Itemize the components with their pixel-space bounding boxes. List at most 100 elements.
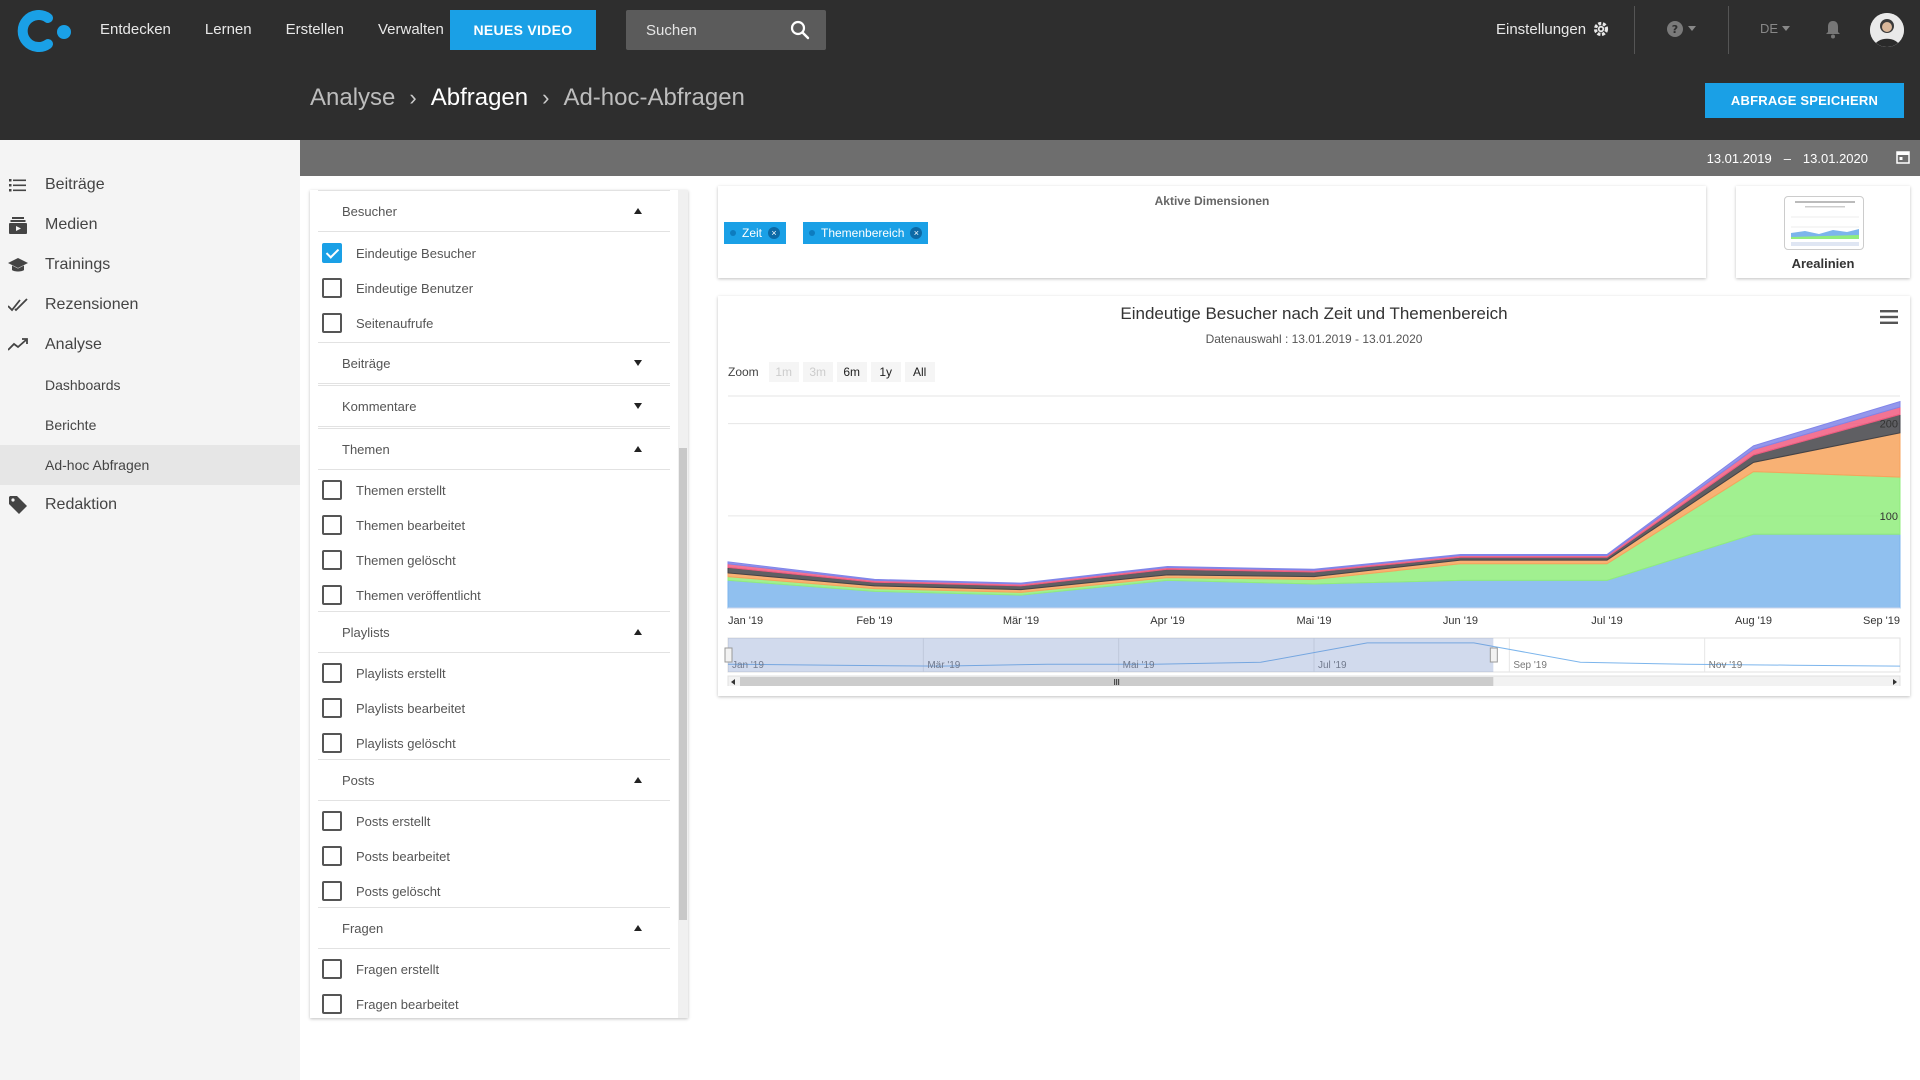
- filter-item-eindeutige-benutzer[interactable]: Eindeutige Benutzer: [322, 273, 473, 303]
- breadcrumb-analyse[interactable]: Analyse: [310, 84, 396, 111]
- nav-entdecken[interactable]: Entdecken: [100, 20, 171, 38]
- caret-down-icon: [634, 360, 642, 366]
- search-input[interactable]: [626, 21, 786, 39]
- filter-item-posts-bearbeitet[interactable]: Posts bearbeitet: [322, 841, 450, 871]
- drag-handle-icon[interactable]: [809, 230, 815, 236]
- filter-item-themen-erstellt[interactable]: Themen erstellt: [322, 475, 446, 505]
- filter-scrollbar[interactable]: [678, 190, 688, 1018]
- filter-group-title: Fragen: [342, 920, 384, 936]
- breadcrumb-adhoc: Ad-hoc-Abfragen: [563, 84, 745, 111]
- navigator-handle: [724, 647, 733, 663]
- checkbox[interactable]: [322, 698, 342, 718]
- dimension-chip-themenbereich[interactable]: Themenbereich ×: [803, 222, 929, 244]
- search-icon[interactable]: [790, 20, 810, 40]
- sidebar-item-analyse[interactable]: Analyse: [0, 325, 300, 365]
- checkbox[interactable]: [322, 959, 342, 979]
- navigator-label: Nov '19: [1709, 660, 1743, 671]
- zoom-1y-button[interactable]: 1y: [870, 362, 901, 382]
- filter-item-fragen-bearbeitet[interactable]: Fragen bearbeitet: [322, 989, 459, 1018]
- scrollbar-thumb[interactable]: [679, 448, 687, 920]
- filter-item-playlists-erstellt[interactable]: Playlists erstellt: [322, 658, 446, 688]
- sidebar-item-redaktion[interactable]: Redaktion: [0, 485, 300, 525]
- dimension-chip-zeit[interactable]: Zeit ×: [724, 222, 787, 244]
- checkbox[interactable]: [322, 733, 342, 753]
- sidebar-item-dashboards[interactable]: Dashboards: [0, 365, 300, 405]
- checkbox[interactable]: [322, 994, 342, 1014]
- filter-group-besucher[interactable]: Besucher: [318, 190, 670, 232]
- top-bar: Entdecken Lernen Erstellen Verwalten NEU…: [0, 0, 1920, 140]
- filter-item-label: Seitenaufrufe: [356, 315, 434, 331]
- filter-item-eindeutige-besucher[interactable]: Eindeutige Besucher: [322, 238, 476, 268]
- filter-group-playlists[interactable]: Playlists: [318, 611, 670, 653]
- date-range[interactable]: 13.01.2019 – 13.01.2020: [1707, 151, 1868, 166]
- nav-lernen[interactable]: Lernen: [204, 20, 252, 38]
- filter-item-themen-geloescht[interactable]: Themen gelöscht: [322, 545, 456, 575]
- active-dimensions-card: Aktive Dimensionen Zeit × Themenbereich …: [718, 186, 1706, 278]
- zoom-controls: Zoom 1m 3m 6m 1y All: [728, 362, 935, 382]
- filter-item-seitenaufrufe[interactable]: Seitenaufrufe: [322, 308, 433, 338]
- chart-type-selector[interactable]: Arealinien: [1736, 186, 1910, 278]
- sidebar-item-berichte[interactable]: Berichte: [0, 405, 300, 445]
- checkbox[interactable]: [322, 515, 342, 535]
- sidebar-item-beitraege[interactable]: Beiträge: [0, 165, 300, 205]
- new-video-button[interactable]: NEUES VIDEO: [450, 10, 596, 50]
- filter-item-posts-erstellt[interactable]: Posts erstellt: [322, 806, 430, 836]
- checkbox[interactable]: [322, 811, 342, 831]
- filter-item-themen-veroeffentlicht[interactable]: Themen veröffentlicht: [322, 580, 481, 610]
- active-dimensions-title: Aktive Dimensionen: [1154, 194, 1270, 208]
- filter-item-playlists-geloescht[interactable]: Playlists gelöscht: [322, 728, 456, 758]
- sidebar-item-label: Rezensionen: [45, 296, 139, 313]
- area-chart[interactable]: Jan '19 Feb '19 Mär '19 Apr '19 Mai '19 Jun '…: [718, 386, 1910, 686]
- filter-group-themen[interactable]: Themen: [318, 428, 670, 470]
- sidebar-item-medien[interactable]: Medien: [0, 205, 300, 245]
- remove-chip-icon[interactable]: ×: [768, 227, 781, 239]
- filter-item-fragen-erstellt[interactable]: Fragen erstellt: [322, 954, 439, 984]
- sidebar-item-label: Redaktion: [45, 496, 118, 513]
- zoom-6m-button[interactable]: 6m: [836, 362, 867, 382]
- filter-item-label: Themen veröffentlicht: [356, 587, 481, 603]
- y-tick-label: 200: [1880, 419, 1898, 431]
- save-query-button[interactable]: ABFRAGE SPEICHERN: [1705, 83, 1904, 118]
- checkbox[interactable]: [322, 881, 342, 901]
- filter-group-beitraege[interactable]: Beiträge: [318, 342, 670, 384]
- calendar-icon[interactable]: [1896, 150, 1910, 164]
- navigator-label: Jan '19: [732, 660, 764, 671]
- checkbox[interactable]: [322, 663, 342, 683]
- breadcrumb-abfragen[interactable]: Abfragen: [430, 84, 529, 111]
- filter-group-fragen[interactable]: Fragen: [318, 907, 670, 949]
- language-selector[interactable]: DE: [1760, 21, 1791, 36]
- settings-link[interactable]: Einstellungen: [1496, 20, 1610, 38]
- zoom-3m-button[interactable]: 3m: [802, 362, 833, 382]
- logo-icon[interactable]: [14, 10, 72, 52]
- sidebar-item-rezensionen[interactable]: Rezensionen: [0, 285, 300, 325]
- sidebar-item-trainings[interactable]: Trainings: [0, 245, 300, 285]
- checkbox[interactable]: [322, 278, 342, 298]
- filter-group-posts[interactable]: Posts: [318, 759, 670, 801]
- zoom-all-button[interactable]: All: [904, 362, 935, 382]
- checkbox[interactable]: [322, 243, 342, 263]
- checkbox[interactable]: [322, 550, 342, 570]
- filter-group-kommentare[interactable]: Kommentare: [318, 385, 670, 427]
- checkbox[interactable]: [322, 585, 342, 605]
- sidebar-item-label: Dashboards: [45, 377, 121, 393]
- checkbox[interactable]: [322, 846, 342, 866]
- x-tick-label: Apr '19: [1150, 615, 1185, 627]
- nav-verwalten[interactable]: Verwalten: [377, 20, 444, 38]
- sidebar-item-label: Ad-hoc Abfragen: [45, 457, 150, 473]
- help-menu[interactable]: ?: [1666, 20, 1696, 38]
- chart-type-thumbnail: [1784, 196, 1864, 250]
- remove-chip-icon[interactable]: ×: [910, 227, 923, 239]
- avatar[interactable]: [1870, 13, 1904, 47]
- zoom-1m-button[interactable]: 1m: [768, 362, 799, 382]
- drag-handle-icon[interactable]: [730, 230, 736, 236]
- sidebar-item-adhoc-abfragen[interactable]: Ad-hoc Abfragen: [0, 445, 300, 485]
- filter-item-themen-bearbeitet[interactable]: Themen bearbeitet: [322, 510, 465, 540]
- checkbox[interactable]: [322, 480, 342, 500]
- bell-icon[interactable]: [1824, 19, 1842, 39]
- divider: [1634, 6, 1635, 54]
- filter-item-playlists-bearbeitet[interactable]: Playlists bearbeitet: [322, 693, 465, 723]
- nav-erstellen[interactable]: Erstellen: [285, 20, 344, 38]
- filter-item-posts-geloescht[interactable]: Posts gelöscht: [322, 876, 441, 906]
- hamburger-menu-icon[interactable]: [1880, 310, 1898, 324]
- checkbox[interactable]: [322, 313, 342, 333]
